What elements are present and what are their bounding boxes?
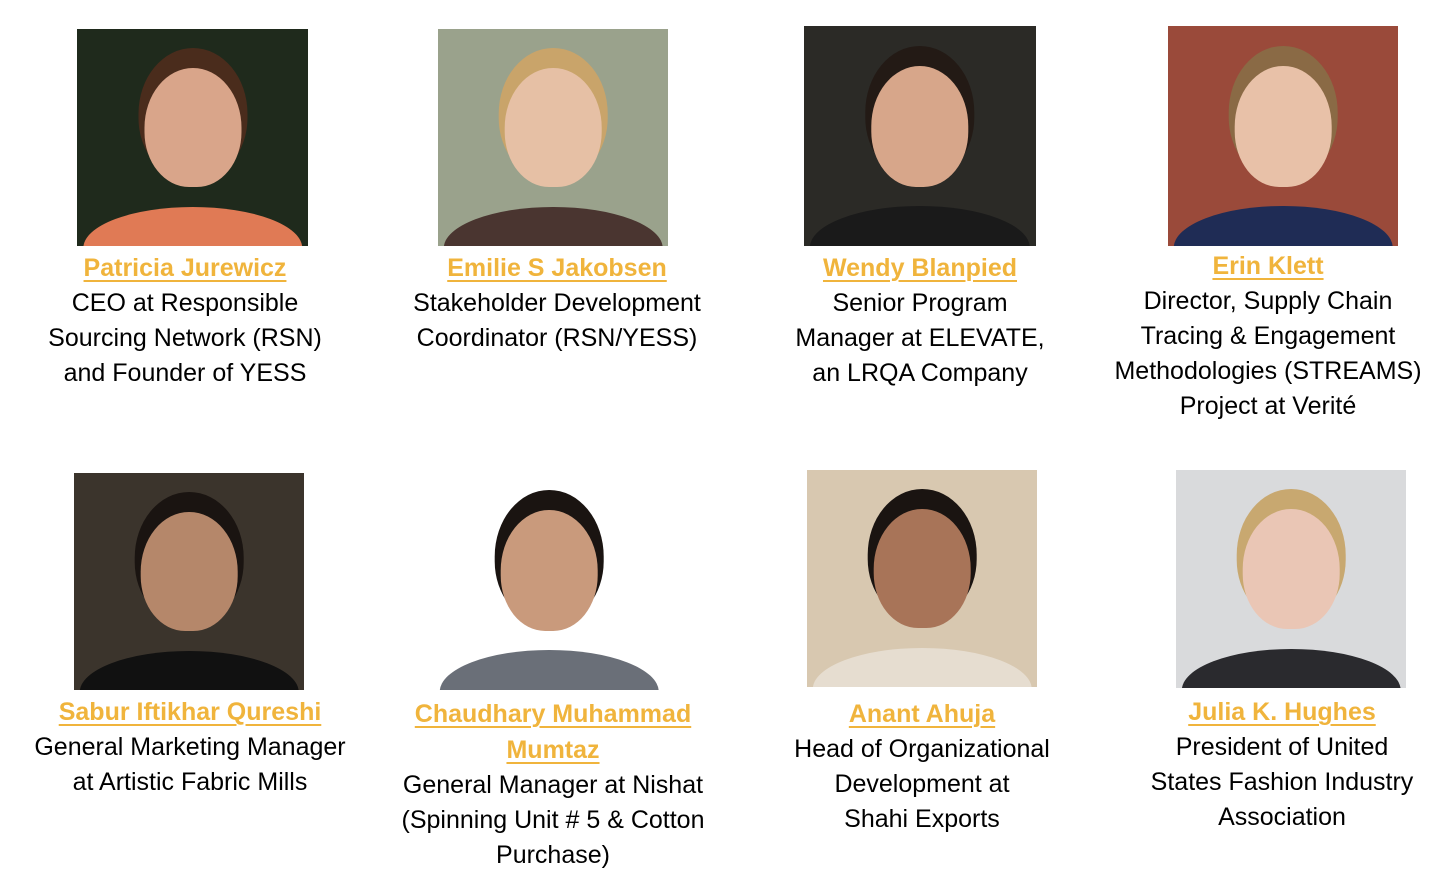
person-name-link[interactable]: Erin Klett bbox=[1212, 252, 1324, 280]
person-photo bbox=[1168, 26, 1398, 246]
person-card: Erin Klett Director, Supply Chain Tracing… bbox=[1078, 248, 1454, 424]
person-card: Sabur Iftikhar Qureshi General Marketing … bbox=[0, 694, 380, 800]
person-clothing bbox=[809, 206, 1031, 246]
person-face bbox=[1234, 65, 1332, 187]
person-clothing bbox=[1181, 648, 1401, 688]
person-photo bbox=[804, 26, 1036, 246]
person-face bbox=[873, 509, 971, 629]
person-photo bbox=[1176, 470, 1406, 688]
person-name-link[interactable]: Chaudhary Muhammad Mumtaz bbox=[414, 700, 692, 764]
person-photo bbox=[77, 29, 308, 246]
person-face bbox=[143, 68, 242, 188]
person-clothing bbox=[812, 647, 1032, 687]
person-name-link[interactable]: Emilie S Jakobsen bbox=[447, 254, 667, 282]
person-title: Director, Supply Chain Tracing & Engagem… bbox=[1114, 287, 1422, 420]
person-photo bbox=[434, 470, 664, 690]
person-face bbox=[500, 509, 598, 631]
person-clothing bbox=[439, 650, 659, 690]
person-photo bbox=[74, 473, 304, 690]
person-name-link[interactable]: Patricia Jurewicz bbox=[83, 254, 287, 282]
person-title: Head of Organizational Development at Sh… bbox=[794, 735, 1050, 833]
person-name-link[interactable]: Wendy Blanpied bbox=[822, 254, 1017, 282]
person-card: Julia K. Hughes President of United State… bbox=[1092, 694, 1454, 835]
person-title: General Marketing Manager at Artistic Fa… bbox=[34, 733, 346, 796]
person-face bbox=[140, 512, 238, 632]
person-title: Senior Program Manager at ELEVATE, an LR… bbox=[795, 289, 1045, 387]
person-title: CEO at Responsible Sourcing Network (RSN… bbox=[48, 289, 322, 387]
person-photo bbox=[438, 29, 668, 246]
person-title: Stakeholder Development Coordinator (RSN… bbox=[413, 289, 701, 352]
person-clothing bbox=[82, 206, 303, 246]
person-name-link[interactable]: Julia K. Hughes bbox=[1188, 698, 1376, 726]
person-clothing bbox=[79, 650, 299, 690]
person-clothing bbox=[1173, 206, 1393, 246]
person-card: Anant Ahuja Head of Organizational Develo… bbox=[732, 696, 1112, 837]
person-name-link[interactable]: Sabur Iftikhar Qureshi bbox=[58, 698, 322, 726]
person-face bbox=[1242, 509, 1340, 630]
person-name-link[interactable]: Anant Ahuja bbox=[848, 700, 996, 728]
person-card: Patricia Jurewicz CEO at Responsible Sour… bbox=[0, 250, 375, 391]
person-face bbox=[871, 65, 969, 187]
person-title: President of United States Fashion Indus… bbox=[1150, 733, 1414, 831]
person-title: General Manager at Nishat (Spinning Unit… bbox=[401, 771, 705, 869]
person-face bbox=[504, 68, 602, 188]
person-clothing bbox=[443, 206, 663, 246]
person-card: Emilie S Jakobsen Stakeholder Development… bbox=[367, 250, 747, 356]
person-card: Wendy Blanpied Senior Program Manager at … bbox=[730, 250, 1110, 391]
person-photo bbox=[807, 470, 1037, 687]
person-card: Chaudhary Muhammad Mumtaz General Manager… bbox=[363, 696, 743, 873]
